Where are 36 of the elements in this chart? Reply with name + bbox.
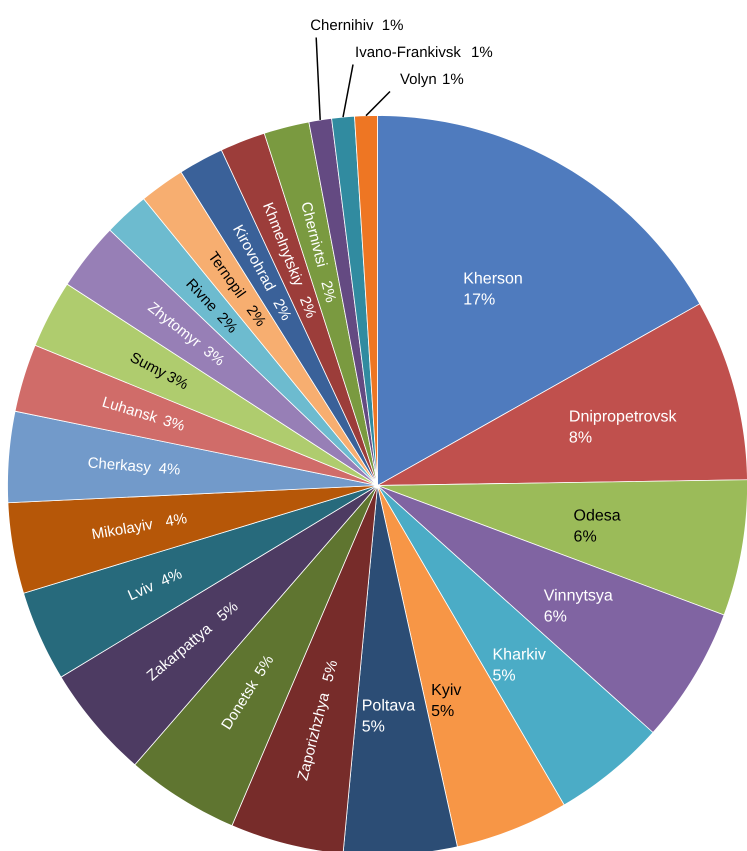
slice-label: Odesa (574, 508, 621, 525)
slice-label: Dnipropetrovsk (568, 408, 678, 426)
slice-label: Lviv (125, 578, 158, 604)
data-label: 3% (160, 412, 187, 435)
data-label: 1% (442, 71, 464, 88)
data-label: 5% (431, 703, 454, 720)
data-label: 2% (317, 279, 340, 304)
slice-label: Chernihiv (310, 17, 374, 34)
data-label: 5% (251, 652, 278, 680)
slice-label: Poltava (362, 697, 416, 714)
slice-label: Vinnytsya (544, 587, 613, 604)
slice-label: Ivano-Frankivsk (355, 44, 462, 61)
data-label: 4% (158, 460, 181, 479)
slice-label: Kyiv (431, 682, 462, 700)
slice-label: Kherson (463, 270, 523, 288)
data-label: 3% (200, 342, 228, 370)
slice-label: Volyn (400, 71, 437, 88)
data-label: 5% (362, 718, 385, 736)
data-label: 1% (471, 44, 493, 61)
data-label: 2% (296, 294, 320, 320)
data-label: 6% (544, 608, 567, 626)
data-label: 6% (574, 528, 597, 546)
data-label: 1% (382, 17, 404, 34)
slice-label: Mikolayiv (90, 516, 155, 544)
data-label: 2% (269, 296, 295, 324)
data-label: 2% (213, 309, 241, 337)
data-label: 8% (568, 430, 592, 447)
data-label: 5% (492, 667, 516, 684)
data-label: 5% (319, 658, 342, 684)
data-label: 5% (214, 598, 242, 626)
data-label: 4% (164, 510, 188, 530)
data-label: 4% (158, 565, 185, 590)
slice-label: Cherkasy (87, 454, 152, 476)
data-label: 17% (463, 291, 496, 308)
slice-label: Kharkiv (492, 646, 546, 664)
data-label: 2% (242, 302, 270, 330)
